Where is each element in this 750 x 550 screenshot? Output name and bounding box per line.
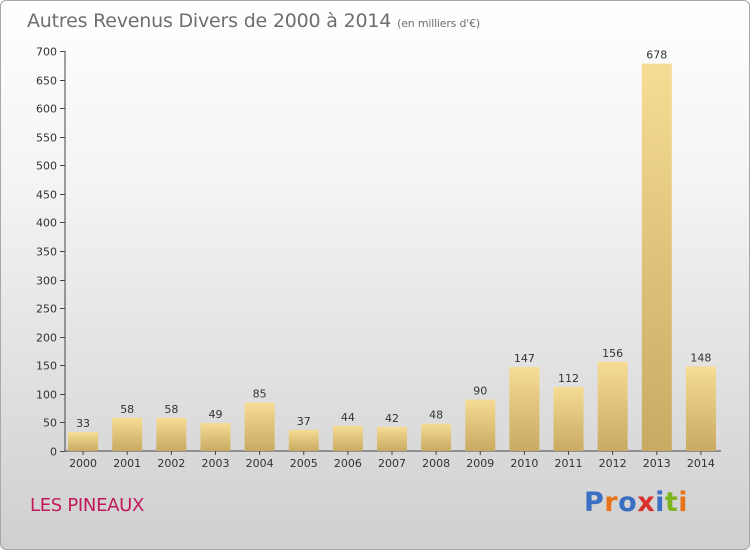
bar <box>332 425 363 451</box>
commune-name: LES PINEAUX <box>30 495 145 516</box>
x-tick-label: 2010 <box>510 457 538 470</box>
value-label: 90 <box>473 385 487 398</box>
value-label: 156 <box>602 347 623 360</box>
value-label: 85 <box>253 387 267 400</box>
bar <box>597 361 628 451</box>
x-tick-label: 2003 <box>201 457 229 470</box>
logo-letter: P <box>584 487 605 518</box>
x-tick-label: 2000 <box>69 457 97 470</box>
y-tick-label: 450 <box>36 189 57 202</box>
y-tick-label: 350 <box>36 246 57 259</box>
bar <box>288 429 319 451</box>
bar <box>553 387 584 451</box>
value-label: 678 <box>646 49 667 62</box>
x-tick-label: 2001 <box>113 457 141 470</box>
y-tick-label: 100 <box>36 389 57 402</box>
y-tick-label: 300 <box>36 275 57 288</box>
x-tick-label: 2009 <box>466 457 494 470</box>
value-label: 58 <box>164 403 178 416</box>
value-label: 147 <box>514 352 535 365</box>
logo-letter: r <box>604 487 619 518</box>
bar <box>244 402 275 451</box>
value-label: 37 <box>297 415 311 428</box>
bar <box>421 423 452 451</box>
chart-subtitle: (en milliers d'€) <box>397 17 481 30</box>
logo-letter: t <box>664 487 679 518</box>
bar <box>68 432 99 451</box>
y-tick-label: 550 <box>36 132 57 145</box>
y-tick-label: 0 <box>50 446 57 459</box>
bar <box>641 63 672 451</box>
logo-letter: o <box>618 487 638 518</box>
x-tick-label: 2012 <box>599 457 627 470</box>
x-tick-label: 2008 <box>422 457 450 470</box>
y-tick-label: 50 <box>43 417 57 430</box>
chart-title: Autres Revenus Divers de 2000 à 2014 (en … <box>27 10 480 32</box>
logo-letter: i <box>655 487 665 518</box>
x-tick-label: 2013 <box>643 457 671 470</box>
x-tick-label: 2005 <box>290 457 318 470</box>
value-label: 148 <box>690 351 711 364</box>
bar <box>509 367 540 451</box>
x-tick-label: 2014 <box>687 457 715 470</box>
bar <box>377 427 407 451</box>
x-tick-label: 2006 <box>334 457 362 470</box>
value-label: 49 <box>208 408 222 421</box>
bar <box>685 366 716 451</box>
bar <box>465 399 496 451</box>
y-tick-label: 400 <box>36 217 57 230</box>
y-tick-label: 250 <box>36 303 57 316</box>
y-tick-label: 200 <box>36 332 57 345</box>
x-tick-label: 2007 <box>378 457 406 470</box>
x-tick-label: 2004 <box>246 457 274 470</box>
y-tick-label: 700 <box>36 46 57 59</box>
y-tick-label: 600 <box>36 103 57 116</box>
value-label: 44 <box>341 411 355 424</box>
logo-letter: x <box>637 487 656 518</box>
bar <box>112 417 143 451</box>
x-tick-label: 2011 <box>555 457 583 470</box>
bar <box>200 423 231 451</box>
bar <box>156 417 187 451</box>
proxiti-logo[interactable]: Proxiti <box>584 487 688 518</box>
value-label: 48 <box>429 409 443 422</box>
chart-labels: 2000 33 2001 58 2002 58 2003 49 2004 85 2005 37 2006… <box>69 49 715 470</box>
value-label: 33 <box>76 417 90 430</box>
y-tick-label: 500 <box>36 160 57 173</box>
x-tick-label: 2002 <box>157 457 185 470</box>
y-tick-label: 650 <box>36 75 57 88</box>
logo-letter: i <box>678 487 689 518</box>
chart-bars <box>68 63 716 451</box>
y-tick-label: 150 <box>36 360 57 373</box>
value-label: 58 <box>120 403 134 416</box>
chart-title-text: Autres Revenus Divers de 2000 à 2014 <box>27 10 392 32</box>
value-label: 42 <box>385 412 399 425</box>
value-label: 112 <box>558 372 579 385</box>
